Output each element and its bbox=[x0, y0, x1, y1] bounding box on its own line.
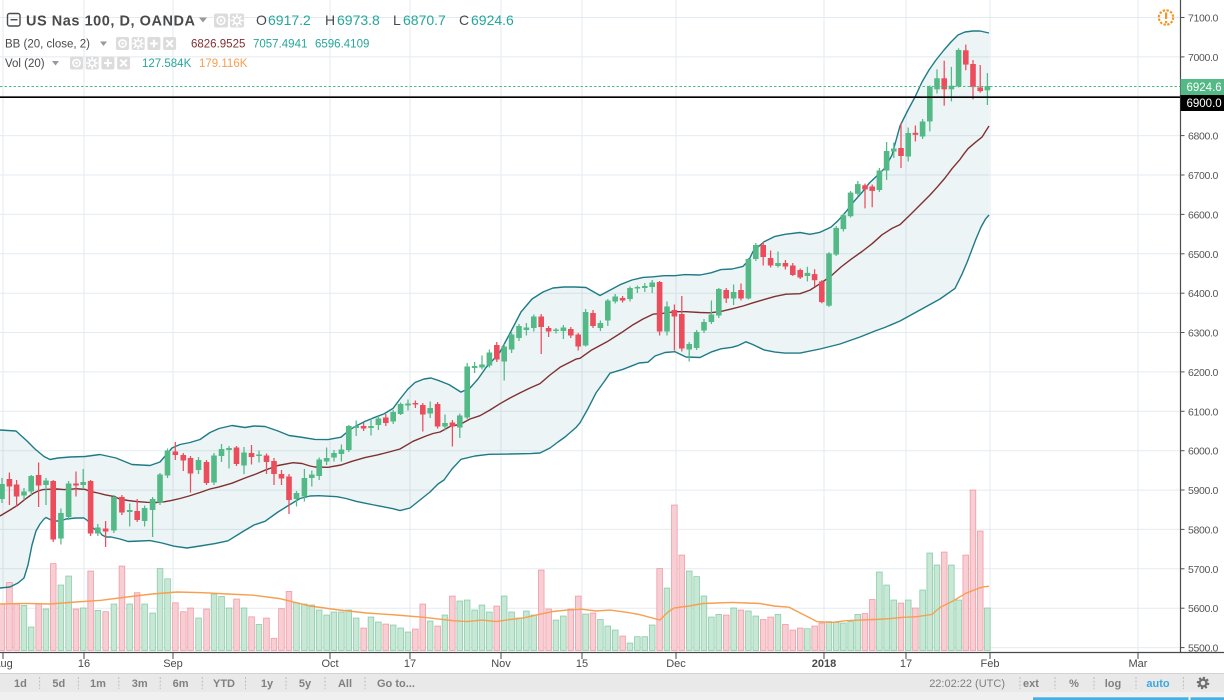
svg-text:All: All bbox=[338, 678, 352, 690]
svg-text:6900.0: 6900.0 bbox=[1187, 98, 1222, 110]
svg-text:Sep: Sep bbox=[163, 658, 183, 670]
svg-text:6700.0: 6700.0 bbox=[1188, 170, 1219, 182]
svg-text:7000.0: 7000.0 bbox=[1188, 52, 1219, 64]
svg-text:16: 16 bbox=[78, 658, 90, 670]
svg-text:5600.0: 5600.0 bbox=[1188, 603, 1219, 615]
svg-text:6800.0: 6800.0 bbox=[1188, 131, 1219, 143]
svg-text:17: 17 bbox=[900, 658, 912, 670]
svg-text:15: 15 bbox=[576, 658, 588, 670]
svg-text:H: H bbox=[325, 12, 335, 28]
svg-text:7100.0: 7100.0 bbox=[1188, 13, 1219, 25]
svg-text:127.584K: 127.584K bbox=[142, 58, 192, 70]
svg-text:6m: 6m bbox=[173, 678, 189, 690]
svg-text:6826.9525: 6826.9525 bbox=[191, 39, 245, 51]
svg-text:1y: 1y bbox=[261, 678, 274, 690]
svg-text:6000.0: 6000.0 bbox=[1188, 446, 1219, 458]
svg-text:5y: 5y bbox=[299, 678, 312, 690]
svg-text:6300.0: 6300.0 bbox=[1188, 328, 1219, 340]
svg-text:L: L bbox=[393, 12, 401, 28]
svg-text:O: O bbox=[256, 12, 267, 28]
svg-text:5800.0: 5800.0 bbox=[1188, 524, 1219, 536]
svg-text:6500.0: 6500.0 bbox=[1188, 249, 1219, 261]
svg-text:Aug: Aug bbox=[0, 658, 13, 670]
svg-text:auto: auto bbox=[1146, 678, 1170, 690]
svg-text:Feb: Feb bbox=[981, 658, 1000, 670]
svg-text:Nov: Nov bbox=[491, 658, 511, 670]
svg-text:%: % bbox=[1069, 678, 1079, 690]
svg-text:6100.0: 6100.0 bbox=[1188, 406, 1219, 418]
svg-text:2018: 2018 bbox=[812, 658, 836, 670]
svg-text:Go to...: Go to... bbox=[377, 678, 415, 690]
svg-text:7057.4941: 7057.4941 bbox=[253, 39, 307, 51]
svg-text:6924.6: 6924.6 bbox=[471, 12, 514, 28]
svg-text:Vol (20): Vol (20) bbox=[5, 58, 45, 70]
svg-text:BB (20, close, 2): BB (20, close, 2) bbox=[5, 39, 90, 51]
svg-text:6870.7: 6870.7 bbox=[403, 12, 446, 28]
svg-text:6924.6: 6924.6 bbox=[1187, 82, 1222, 94]
svg-text:6400.0: 6400.0 bbox=[1188, 288, 1219, 300]
svg-text:22:02:22 (UTC): 22:02:22 (UTC) bbox=[929, 678, 1005, 690]
svg-text:1m: 1m bbox=[90, 678, 106, 690]
svg-text:5900.0: 5900.0 bbox=[1188, 485, 1219, 497]
svg-text:Oct: Oct bbox=[321, 658, 338, 670]
svg-text:ext: ext bbox=[1023, 678, 1039, 690]
svg-text:5700.0: 5700.0 bbox=[1188, 564, 1219, 576]
svg-text:17: 17 bbox=[404, 658, 416, 670]
svg-text:Mar: Mar bbox=[1129, 658, 1148, 670]
svg-text:6917.2: 6917.2 bbox=[268, 12, 311, 28]
svg-text:YTD: YTD bbox=[213, 678, 235, 690]
svg-text:179.116K: 179.116K bbox=[199, 58, 248, 70]
svg-text:log: log bbox=[1105, 678, 1122, 690]
svg-text:6600.0: 6600.0 bbox=[1188, 209, 1219, 221]
svg-text:3m: 3m bbox=[132, 678, 148, 690]
svg-text:5500.0: 5500.0 bbox=[1188, 643, 1219, 655]
svg-text:Dec: Dec bbox=[666, 658, 686, 670]
svg-text:6973.8: 6973.8 bbox=[337, 12, 380, 28]
svg-text:1d: 1d bbox=[14, 678, 27, 690]
svg-text:5d: 5d bbox=[52, 678, 65, 690]
svg-text:6200.0: 6200.0 bbox=[1188, 367, 1219, 379]
svg-text:US Nas 100, D, OANDA: US Nas 100, D, OANDA bbox=[26, 14, 196, 30]
svg-text:6596.4109: 6596.4109 bbox=[315, 39, 369, 51]
svg-text:C: C bbox=[459, 12, 469, 28]
